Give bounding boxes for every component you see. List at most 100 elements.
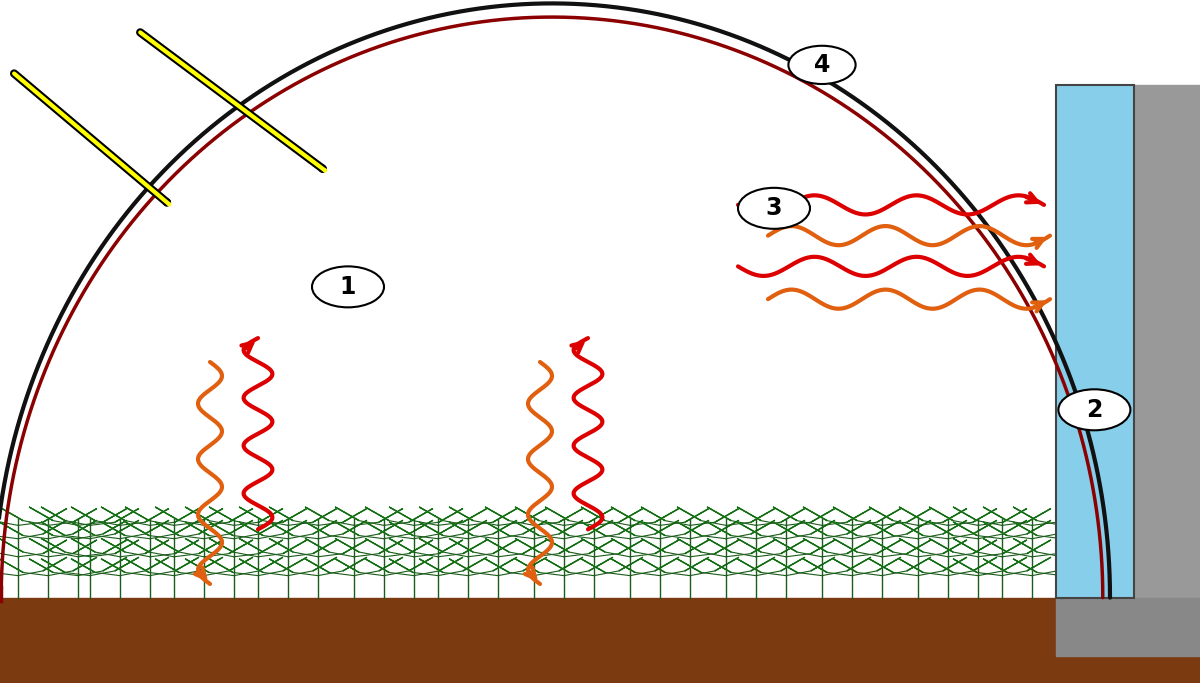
Polygon shape bbox=[259, 520, 283, 534]
Polygon shape bbox=[185, 522, 209, 535]
Polygon shape bbox=[973, 557, 997, 571]
Polygon shape bbox=[973, 520, 997, 534]
Polygon shape bbox=[485, 559, 509, 572]
Polygon shape bbox=[389, 538, 413, 552]
Polygon shape bbox=[523, 509, 547, 522]
Polygon shape bbox=[641, 507, 665, 520]
Polygon shape bbox=[335, 559, 359, 572]
Polygon shape bbox=[641, 559, 665, 572]
Polygon shape bbox=[781, 540, 805, 554]
Polygon shape bbox=[365, 507, 389, 520]
Polygon shape bbox=[0, 522, 23, 535]
Polygon shape bbox=[1057, 557, 1081, 571]
Polygon shape bbox=[115, 520, 139, 534]
Polygon shape bbox=[71, 559, 95, 572]
Polygon shape bbox=[781, 557, 805, 571]
Polygon shape bbox=[449, 507, 473, 520]
Polygon shape bbox=[715, 520, 739, 534]
Polygon shape bbox=[365, 559, 389, 572]
Polygon shape bbox=[559, 540, 583, 554]
Polygon shape bbox=[103, 557, 127, 571]
Circle shape bbox=[312, 266, 384, 307]
Polygon shape bbox=[43, 509, 67, 522]
Polygon shape bbox=[655, 540, 679, 554]
Polygon shape bbox=[707, 538, 731, 552]
Circle shape bbox=[1058, 389, 1130, 430]
Circle shape bbox=[738, 188, 810, 229]
Polygon shape bbox=[209, 538, 233, 552]
Polygon shape bbox=[41, 559, 65, 572]
Polygon shape bbox=[611, 559, 635, 572]
Polygon shape bbox=[751, 540, 775, 554]
Polygon shape bbox=[953, 522, 977, 535]
Polygon shape bbox=[41, 522, 65, 535]
Polygon shape bbox=[953, 538, 977, 552]
Polygon shape bbox=[899, 538, 923, 552]
Polygon shape bbox=[737, 538, 761, 552]
Polygon shape bbox=[781, 520, 805, 534]
Polygon shape bbox=[115, 509, 139, 522]
Polygon shape bbox=[943, 557, 967, 571]
Polygon shape bbox=[715, 557, 739, 571]
Polygon shape bbox=[209, 522, 233, 535]
Polygon shape bbox=[313, 509, 337, 522]
Polygon shape bbox=[145, 540, 169, 554]
Polygon shape bbox=[125, 507, 149, 520]
Polygon shape bbox=[833, 559, 857, 572]
Polygon shape bbox=[71, 522, 95, 535]
Polygon shape bbox=[379, 520, 403, 534]
Polygon shape bbox=[199, 540, 223, 554]
Polygon shape bbox=[115, 540, 139, 554]
Polygon shape bbox=[877, 509, 901, 522]
Polygon shape bbox=[313, 520, 337, 534]
Polygon shape bbox=[439, 509, 463, 522]
Polygon shape bbox=[419, 538, 443, 552]
Polygon shape bbox=[125, 538, 149, 552]
Polygon shape bbox=[419, 522, 443, 535]
Polygon shape bbox=[335, 538, 359, 552]
Polygon shape bbox=[929, 538, 953, 552]
Polygon shape bbox=[71, 507, 95, 520]
Polygon shape bbox=[943, 509, 967, 522]
Polygon shape bbox=[523, 520, 547, 534]
Polygon shape bbox=[685, 520, 709, 534]
Polygon shape bbox=[1003, 540, 1027, 554]
Text: 3: 3 bbox=[766, 196, 782, 221]
Polygon shape bbox=[305, 559, 329, 572]
Polygon shape bbox=[1087, 557, 1111, 571]
Polygon shape bbox=[0, 507, 23, 520]
Polygon shape bbox=[523, 540, 547, 554]
Polygon shape bbox=[343, 540, 367, 554]
Polygon shape bbox=[409, 509, 433, 522]
Polygon shape bbox=[833, 538, 857, 552]
Polygon shape bbox=[103, 509, 127, 522]
Polygon shape bbox=[685, 509, 709, 522]
Polygon shape bbox=[899, 507, 923, 520]
Polygon shape bbox=[1057, 520, 1081, 534]
Polygon shape bbox=[343, 520, 367, 534]
Polygon shape bbox=[737, 522, 761, 535]
Polygon shape bbox=[419, 507, 443, 520]
Polygon shape bbox=[589, 509, 613, 522]
Polygon shape bbox=[811, 520, 835, 534]
Polygon shape bbox=[869, 559, 893, 572]
Polygon shape bbox=[973, 540, 997, 554]
Circle shape bbox=[788, 46, 856, 84]
Polygon shape bbox=[365, 522, 389, 535]
Polygon shape bbox=[185, 507, 209, 520]
Polygon shape bbox=[559, 557, 583, 571]
Text: 2: 2 bbox=[1086, 398, 1103, 422]
Polygon shape bbox=[545, 559, 569, 572]
Polygon shape bbox=[0, 559, 23, 572]
Polygon shape bbox=[803, 522, 827, 535]
Polygon shape bbox=[269, 522, 293, 535]
Polygon shape bbox=[409, 520, 433, 534]
Polygon shape bbox=[41, 507, 65, 520]
Polygon shape bbox=[611, 538, 635, 552]
Polygon shape bbox=[493, 540, 517, 554]
Polygon shape bbox=[365, 538, 389, 552]
Polygon shape bbox=[175, 540, 199, 554]
Polygon shape bbox=[581, 522, 605, 535]
Polygon shape bbox=[983, 538, 1007, 552]
Polygon shape bbox=[515, 507, 539, 520]
